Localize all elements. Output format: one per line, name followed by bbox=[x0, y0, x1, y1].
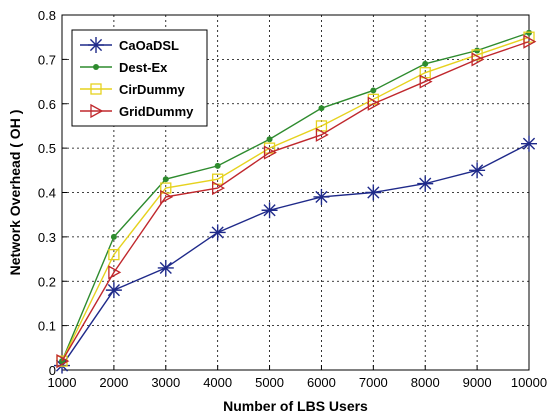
data-point bbox=[313, 188, 330, 205]
y-tick-label: 0.8 bbox=[38, 8, 56, 23]
data-point bbox=[469, 162, 486, 179]
x-tick-label: 6000 bbox=[307, 375, 336, 390]
data-point bbox=[90, 83, 102, 95]
data-point bbox=[315, 127, 329, 142]
data-point bbox=[214, 162, 221, 169]
y-tick-label: 0.7 bbox=[38, 52, 56, 67]
data-point bbox=[266, 136, 273, 143]
x-axis-ticks: 1000 2000 3000 4000 5000 6000 7000 8000 9000 1000… bbox=[48, 365, 547, 390]
x-tick-label: 9000 bbox=[463, 375, 492, 390]
y-tick-label: 0.5 bbox=[38, 141, 56, 156]
data-point bbox=[108, 248, 120, 261]
data-point bbox=[93, 64, 99, 70]
y-tick-label: 0.1 bbox=[38, 319, 56, 334]
x-tick-label: 8000 bbox=[411, 375, 440, 390]
series-caoadsl bbox=[54, 135, 537, 374]
series-line bbox=[61, 40, 530, 362]
data-point bbox=[365, 184, 382, 201]
data-point bbox=[56, 354, 70, 369]
data-point bbox=[521, 135, 537, 152]
data-point bbox=[422, 60, 429, 67]
y-tick-label: 0 bbox=[49, 363, 56, 378]
data-point bbox=[105, 282, 122, 299]
data-point bbox=[417, 175, 434, 192]
data-point bbox=[370, 87, 377, 94]
data-point bbox=[108, 265, 122, 280]
data-point bbox=[263, 145, 277, 160]
series-line bbox=[61, 36, 530, 362]
x-tick-label: 10000 bbox=[511, 375, 547, 390]
x-axis-label: Number of LBS Users bbox=[223, 398, 368, 414]
y-tick-label: 0.6 bbox=[38, 97, 56, 112]
series-dest-ex bbox=[59, 29, 532, 365]
x-tick-label: 5000 bbox=[255, 375, 284, 390]
x-tick-label: 4000 bbox=[203, 375, 232, 390]
y-axis-label: Network Overhead ( OH ) bbox=[7, 110, 23, 276]
data-point bbox=[318, 105, 325, 112]
y-tick-label: 0.4 bbox=[38, 186, 56, 201]
y-tick-label: 0.2 bbox=[38, 274, 56, 289]
data-point bbox=[110, 233, 117, 240]
series-line bbox=[61, 143, 530, 366]
x-tick-label: 2000 bbox=[99, 375, 128, 390]
legend-label: GridDummy bbox=[119, 104, 194, 119]
series-griddummy bbox=[56, 34, 537, 369]
legend-label: Dest-Ex bbox=[119, 60, 168, 75]
legend-label: CaOaDSL bbox=[119, 38, 179, 53]
data-point bbox=[523, 34, 537, 49]
data-point bbox=[162, 176, 169, 183]
series-line bbox=[61, 32, 530, 362]
legend-item: Dest-Ex bbox=[80, 60, 168, 75]
data-point bbox=[90, 103, 104, 119]
y-axis-ticks: 0 0.1 0.2 0.3 0.4 0.5 0.6 0.7 0.8 bbox=[38, 8, 67, 378]
data-point bbox=[212, 180, 226, 196]
series-layer bbox=[54, 29, 537, 374]
data-point bbox=[88, 37, 104, 53]
data-point bbox=[160, 189, 174, 205]
data-point bbox=[209, 224, 226, 241]
data-point bbox=[157, 259, 174, 276]
data-point bbox=[367, 96, 381, 111]
grid-lines bbox=[62, 15, 529, 370]
x-tick-label: 7000 bbox=[359, 375, 388, 390]
legend-item: CaOaDSL bbox=[80, 37, 179, 53]
y-tick-label: 0.3 bbox=[38, 230, 56, 245]
legend: CaOaDSL Dest-Ex CirDummy GridDummy bbox=[71, 29, 208, 127]
legend-label: CirDummy bbox=[119, 82, 186, 97]
legend-item: CirDummy bbox=[80, 82, 186, 97]
x-tick-label: 1000 bbox=[48, 375, 77, 390]
x-tick-label: 3000 bbox=[151, 375, 180, 390]
data-point bbox=[261, 202, 278, 219]
data-point bbox=[419, 74, 433, 89]
data-point bbox=[471, 52, 485, 67]
legend-item: GridDummy bbox=[80, 103, 194, 119]
